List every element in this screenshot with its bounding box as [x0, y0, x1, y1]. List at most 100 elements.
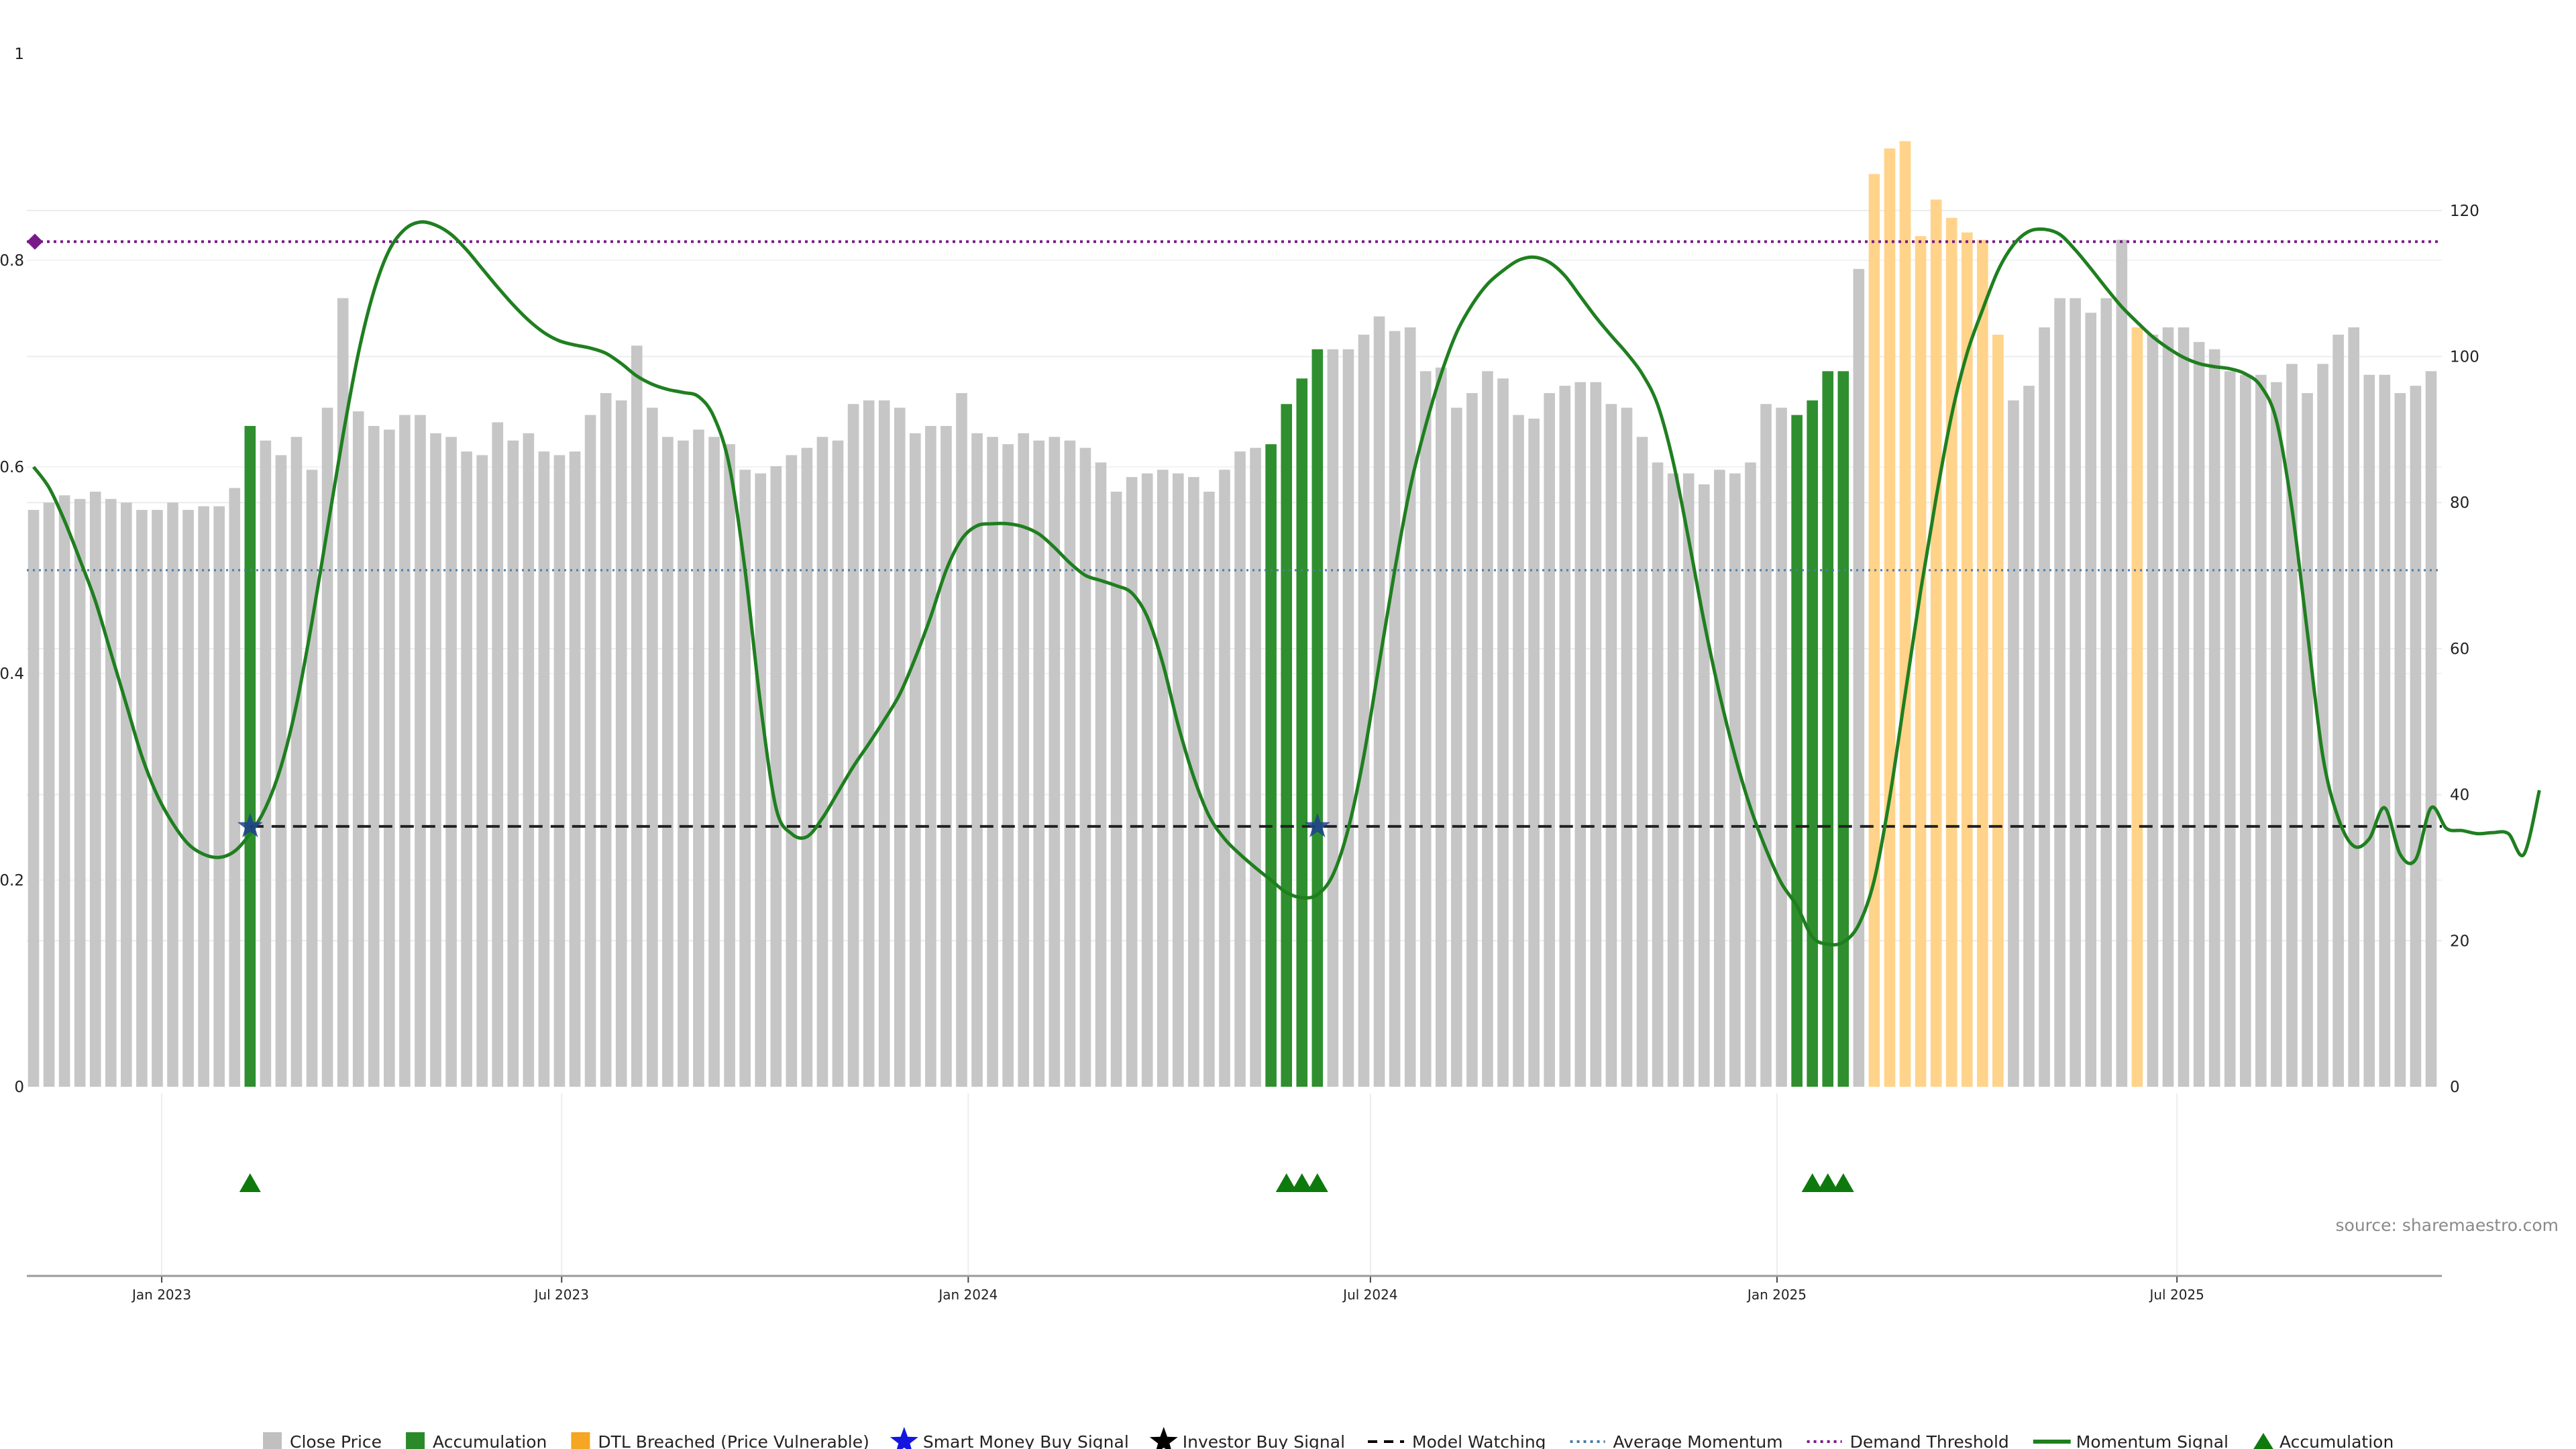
close-price-bar [801, 447, 813, 1087]
close-price-bar [1250, 447, 1261, 1087]
close-price-bar [1404, 327, 1416, 1087]
close-price-bar [2348, 327, 2360, 1087]
accumulation-marker [1801, 1173, 1823, 1192]
right-axis-tick: 0 [2450, 1079, 2460, 1096]
dtl-bar [1945, 217, 1957, 1087]
left-axis-tick: 1 [14, 46, 24, 63]
close-price-bar [1049, 437, 1061, 1087]
close-price-bar [2208, 349, 2220, 1087]
close-price-bar [1776, 407, 1787, 1087]
x-axis-tick: Jan 2025 [1746, 1287, 1807, 1303]
close-price-bar [1760, 404, 1772, 1087]
close-price-bar [461, 451, 472, 1087]
close-price-bar [1497, 378, 1509, 1087]
smart-money-buy-star [237, 812, 263, 838]
close-price-bar [74, 498, 86, 1087]
close-price-bar [1141, 473, 1153, 1087]
close-price-bar [816, 437, 828, 1087]
legend-label: DTL Breached (Price Vulnerable) [598, 1432, 869, 1449]
legend-item: Smart Money Buy Signal [890, 1427, 1129, 1449]
close-price-bar [1435, 367, 1447, 1087]
close-price-bar [306, 470, 318, 1087]
close-price-bar [1574, 382, 1587, 1087]
accumulation-bar [1791, 415, 1803, 1087]
close-price-bar [58, 495, 70, 1087]
close-price-bar [1095, 462, 1107, 1087]
close-price-bar [1652, 462, 1664, 1087]
close-price-bar [105, 498, 117, 1087]
close-price-bar [1234, 451, 1246, 1087]
close-price-bar [971, 433, 983, 1087]
legend-item: Momentum Signal [2033, 1432, 2229, 1449]
close-price-bar [43, 502, 55, 1087]
right-axis-tick: 40 [2450, 787, 2469, 804]
close-price-bar [2023, 386, 2035, 1087]
close-price-bar [847, 404, 859, 1087]
legend-triangle-icon [2253, 1433, 2273, 1449]
dtl-bar [1884, 148, 1896, 1087]
legend-label: Close Price [290, 1432, 382, 1449]
close-price-bar [523, 433, 535, 1087]
close-price-bar [1605, 404, 1617, 1087]
close-price-bar [1373, 316, 1385, 1087]
close-price-bar [553, 455, 566, 1087]
close-price-bar [2286, 364, 2298, 1087]
close-price-bar [647, 407, 658, 1087]
accumulation-marker [1832, 1173, 1854, 1192]
close-price-bar [167, 502, 178, 1087]
close-price-bar [368, 425, 380, 1087]
legend-item: Investor Buy Signal [1149, 1427, 1345, 1449]
close-price-bar [1033, 440, 1045, 1087]
grid-lines [27, 209, 2442, 942]
legend-item: Accumulation [406, 1432, 547, 1449]
close-price-bar [615, 400, 627, 1087]
accumulation-marker [1817, 1173, 1839, 1192]
close-price-bar [182, 510, 194, 1087]
close-price-bar [1544, 392, 1555, 1087]
legend-swatch [571, 1432, 590, 1449]
close-price-bar [1621, 407, 1633, 1087]
left-axis-tick: 0.4 [0, 665, 24, 683]
close-price-bar [2193, 341, 2205, 1087]
close-price-bar [415, 415, 426, 1087]
close-price-bar [2100, 298, 2112, 1087]
close-price-bar [832, 440, 844, 1087]
close-price-bar [136, 510, 148, 1087]
close-price-bar [399, 415, 411, 1087]
close-price-bar [662, 437, 674, 1087]
demand-threshold-marker [27, 233, 43, 250]
close-price-bar [2224, 371, 2236, 1087]
close-price-bar [2379, 374, 2391, 1087]
close-price-bar [1451, 407, 1462, 1087]
close-price-bar [678, 440, 689, 1087]
legend-item: Demand Threshold [1807, 1432, 2009, 1449]
dtl-bar [1961, 232, 1973, 1087]
close-price-bar [430, 433, 441, 1087]
close-price-bar [1172, 473, 1184, 1087]
dtl-bar [1915, 235, 1927, 1087]
legend-label: Momentum Signal [2076, 1432, 2229, 1449]
close-price-bar [1682, 473, 1695, 1087]
close-price-bar [2271, 382, 2282, 1087]
close-price-bar [569, 451, 581, 1087]
close-price-bar [724, 444, 735, 1087]
right-axis-tick: 120 [2450, 203, 2479, 220]
close-price-bar [1002, 444, 1014, 1087]
close-price-bar [941, 425, 952, 1087]
x-axis-tick: Jan 2023 [131, 1287, 191, 1303]
axes: 0 0.2 0.4 0.6 0.8 1 0 20 40 60 80 100 120 [0, 46, 2479, 1096]
close-price-bar [2147, 334, 2159, 1087]
accumulation-bar [1837, 371, 1849, 1087]
legend-label: Model Watching [1412, 1432, 1546, 1449]
left-axis-tick: 0.8 [0, 252, 24, 270]
close-price-bar [198, 506, 209, 1087]
close-price-bar [2255, 374, 2267, 1087]
accumulation-bar [1265, 444, 1277, 1087]
close-price-bar [28, 510, 40, 1087]
close-price-bar [786, 455, 798, 1087]
close-price-bar [492, 422, 504, 1087]
close-price-bar [1018, 433, 1030, 1087]
close-price-bar [584, 415, 596, 1087]
close-price-bar [507, 440, 519, 1087]
close-price-bar [1064, 440, 1076, 1087]
